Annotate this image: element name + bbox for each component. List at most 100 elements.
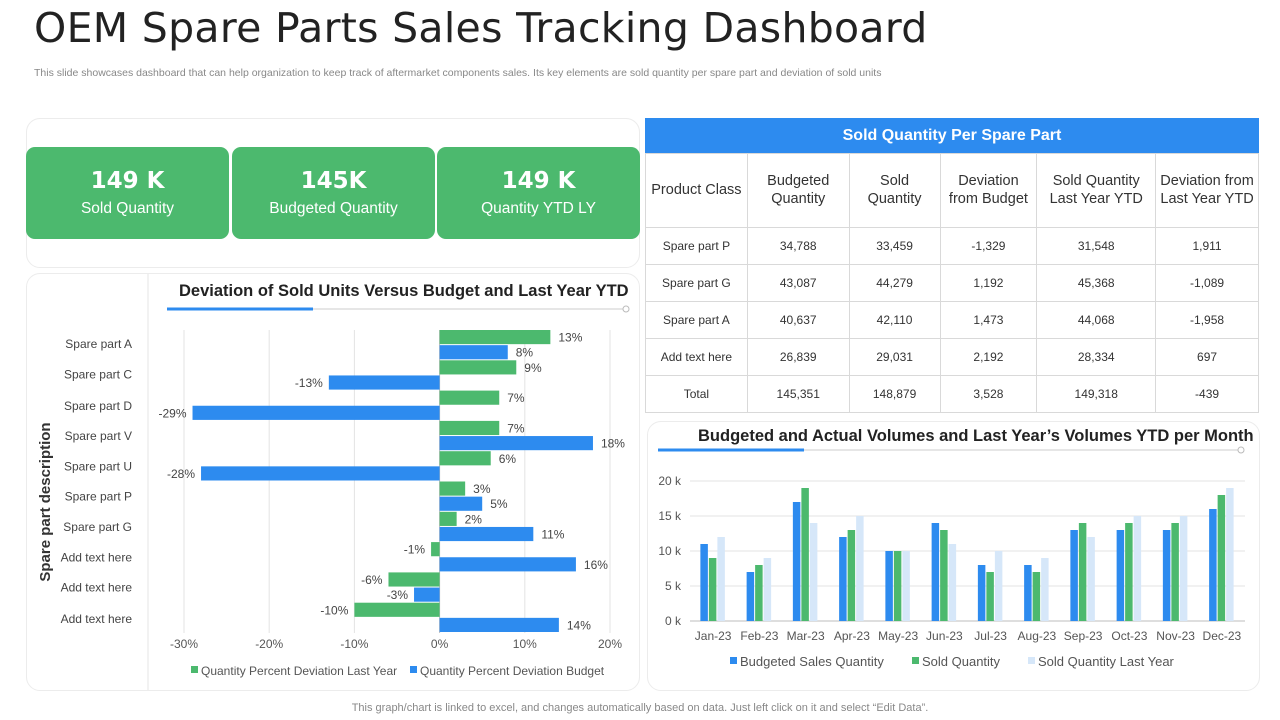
month-bar: [986, 572, 994, 621]
month-bar: [755, 565, 763, 621]
kpi-card-quantity-ytd-ly[interactable]: 149 K Quantity YTD LY: [437, 147, 640, 239]
kpi-value: 149 K: [501, 168, 576, 194]
bar-last-year: [439, 511, 457, 526]
table-cell: -1,329: [939, 227, 1038, 265]
x-tick-label: 10%: [513, 637, 537, 651]
table-cell: -1,958: [1155, 301, 1259, 339]
deviation-x-ticks: -30% -20% -10% 0% 10% 20%: [170, 637, 622, 651]
table-cell: Spare part A: [645, 301, 748, 339]
legend-label: Sold Quantity: [922, 654, 1001, 669]
data-label: 18%: [601, 437, 625, 451]
data-label: 16%: [584, 558, 608, 572]
x-tick-label: Dec-23: [1203, 629, 1242, 643]
bar-budget: [439, 496, 483, 511]
month-bar: [1032, 572, 1041, 621]
data-label: -10%: [320, 603, 348, 617]
month-bar: [792, 502, 801, 621]
month-bar: [1217, 495, 1226, 621]
data-label: 2%: [465, 512, 483, 526]
table-cell: Spare part P: [645, 227, 748, 265]
bar-last-year: [439, 481, 466, 496]
x-tick-label: May-23: [878, 629, 918, 643]
bar-budget: [328, 375, 440, 390]
month-bar: [1024, 565, 1032, 621]
bar-budget: [439, 526, 534, 542]
monthly-legend: Budgeted Sales Quantity Sold Quantity Sold…: [730, 654, 1175, 669]
column-header: Deviation from Budget: [939, 153, 1038, 228]
deviation-category-labels: Spare part A Spare part C Spare part D Spar…: [61, 337, 133, 626]
x-tick-label: Feb-23: [740, 629, 778, 643]
data-label: 3%: [473, 482, 491, 496]
month-bar: [1041, 558, 1049, 621]
table-total-row: Total 145,351 148,879 3,528 149,318 -439: [645, 375, 1259, 413]
monthly-bars: [700, 488, 1234, 621]
kpi-label: Budgeted Quantity: [269, 200, 398, 217]
month-bar: [1116, 530, 1125, 621]
table-cell: 148,879: [848, 375, 941, 413]
data-label: 7%: [507, 421, 525, 435]
legend-swatch: [912, 657, 919, 664]
title-underline-dot: [622, 305, 630, 313]
x-tick-label: 0%: [431, 637, 449, 651]
kpi-label: Sold Quantity: [80, 200, 175, 217]
monthly-chart-title: Budgeted and Actual Volumes and Last Yea…: [698, 427, 1254, 445]
bar-last-year: [431, 542, 440, 557]
bar-last-year: [354, 602, 440, 617]
category-label: Spare part A: [65, 337, 132, 351]
column-header: Sold Quantity Last Year YTD: [1036, 153, 1157, 228]
deviation-chart-title: Deviation of Sold Units Versus Budget an…: [179, 282, 629, 300]
bar-budget: [201, 466, 440, 481]
data-label: 6%: [499, 452, 517, 466]
month-bar: [1179, 516, 1188, 621]
column-header: Sold Quantity: [848, 153, 941, 228]
bar-budget: [439, 345, 508, 360]
table-row: Spare part G 43,087 44,279 1,192 45,368 …: [645, 264, 1259, 302]
legend-swatch: [730, 657, 737, 664]
month-bar: [1070, 530, 1078, 621]
category-label: Spare part D: [64, 399, 132, 413]
data-label: -6%: [361, 573, 383, 587]
monthly-grid: [658, 446, 1245, 622]
title-underline-dot: [1237, 446, 1245, 454]
x-tick-label: Jan-23: [695, 629, 732, 643]
month-bar: [717, 537, 725, 621]
table-cell: -439: [1155, 375, 1259, 413]
month-bar: [801, 488, 809, 621]
table-cell: 149,318: [1036, 375, 1157, 413]
legend-label: Quantity Percent Deviation Budget: [420, 664, 605, 678]
y-tick-label: 15 k: [658, 509, 682, 523]
month-bar: [994, 551, 1003, 621]
table-cell: 44,279: [848, 264, 941, 302]
x-tick-label: Sep-23: [1064, 629, 1103, 643]
category-label: Spare part C: [64, 367, 132, 381]
bar-last-year: [439, 330, 551, 345]
data-label: -1%: [404, 543, 426, 557]
data-label: 5%: [490, 497, 508, 511]
data-label: -3%: [387, 588, 409, 602]
data-label: 13%: [558, 331, 582, 345]
kpi-card-sold-quantity[interactable]: 149 K Sold Quantity: [26, 147, 229, 239]
table-cell: 33,459: [848, 227, 941, 265]
kpi-card-budgeted-quantity[interactable]: 145K Budgeted Quantity: [232, 147, 435, 239]
table-row: Spare part P 34,788 33,459 -1,329 31,548…: [645, 227, 1259, 265]
bar-budget: [439, 557, 576, 572]
kpi-value: 149 K: [90, 168, 165, 194]
legend-label: Quantity Percent Deviation Last Year: [201, 664, 397, 678]
table-cell: 2,192: [939, 338, 1038, 376]
month-bar: [948, 544, 957, 621]
bar-last-year: [439, 420, 500, 436]
x-tick-label: Aug-23: [1018, 629, 1057, 643]
x-tick-label: Nov-23: [1156, 629, 1195, 643]
table-cell: 40,637: [746, 301, 850, 339]
table-header-row: Product Class Budgeted Quantity Sold Qua…: [645, 153, 1259, 228]
month-bar: [1226, 488, 1234, 621]
legend-label: Sold Quantity Last Year: [1038, 654, 1175, 669]
table-title: Sold Quantity Per Spare Part: [645, 118, 1259, 153]
y-tick-label: 20 k: [658, 474, 682, 488]
month-bar: [1171, 523, 1179, 621]
page-subtitle: This slide showcases dashboard that can …: [34, 67, 882, 79]
month-bar: [847, 530, 856, 621]
month-bar: [856, 516, 864, 621]
